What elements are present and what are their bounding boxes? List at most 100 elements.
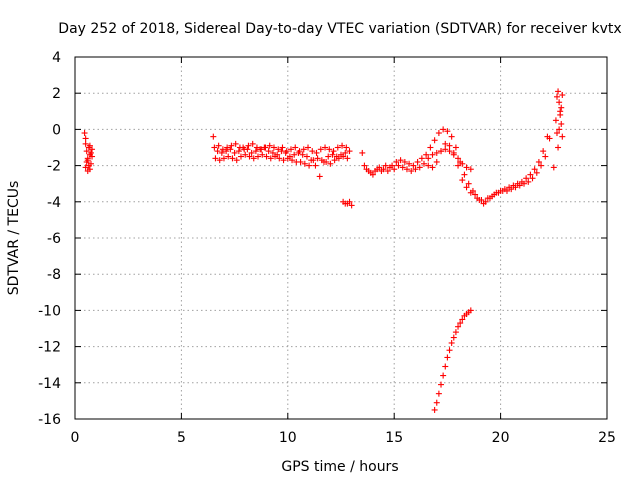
x-tick-label: 20 [492, 430, 510, 446]
data-point [540, 148, 547, 155]
data-point [386, 164, 393, 171]
data-point [346, 198, 353, 205]
data-point [467, 166, 474, 173]
data-point [255, 153, 262, 160]
data-point [440, 126, 447, 133]
data-point [472, 191, 479, 198]
y-tick-label: -16 [38, 412, 61, 428]
data-point [440, 372, 447, 379]
y-tick-label: -8 [47, 267, 61, 283]
data-point [435, 130, 442, 137]
data-point [558, 104, 565, 111]
y-tick-label: -14 [38, 376, 61, 392]
data-point [444, 128, 451, 135]
data-point [442, 140, 449, 147]
data-point [316, 173, 323, 180]
data-point [278, 148, 285, 155]
data-point [318, 157, 325, 164]
data-point [265, 148, 272, 155]
data-series-sdtvar [81, 88, 566, 413]
data-point [423, 151, 430, 158]
data-point [446, 142, 453, 149]
data-point [299, 151, 306, 158]
data-point [459, 160, 466, 167]
data-point [280, 157, 287, 164]
data-point [514, 180, 521, 187]
data-point [395, 162, 402, 169]
data-point [518, 178, 525, 185]
data-point [399, 164, 406, 171]
data-point [433, 399, 440, 406]
data-point [233, 157, 240, 164]
data-point [459, 316, 466, 323]
data-point [533, 169, 540, 176]
data-point [89, 153, 96, 160]
data-point [250, 155, 257, 162]
data-point [245, 142, 252, 149]
data-point [378, 168, 385, 175]
data-point [235, 148, 242, 155]
data-point [346, 148, 353, 155]
data-point [420, 160, 427, 167]
data-point [237, 153, 244, 160]
y-tick-label: 0 [52, 122, 61, 138]
y-tick-label: 4 [52, 50, 61, 66]
data-point [416, 164, 423, 171]
data-point [259, 151, 266, 158]
data-point [296, 148, 303, 155]
data-point [429, 164, 436, 171]
data-point [81, 130, 88, 137]
data-point [506, 184, 513, 191]
data-point [442, 363, 449, 370]
data-point [228, 142, 235, 149]
data-point [82, 164, 89, 171]
data-point [493, 189, 500, 196]
data-point [531, 166, 538, 173]
data-point [325, 153, 332, 160]
data-point [538, 162, 545, 169]
data-point [555, 88, 562, 95]
data-point [218, 149, 225, 156]
data-point [553, 93, 560, 100]
data-point [550, 164, 557, 171]
data-point [558, 120, 565, 127]
data-point [438, 381, 445, 388]
data-point [236, 144, 243, 151]
data-point [211, 144, 218, 151]
data-point [86, 142, 93, 149]
y-tick-label: -2 [47, 159, 61, 175]
data-point [312, 162, 319, 169]
data-point [301, 160, 308, 167]
data-point [279, 144, 286, 151]
data-point [359, 149, 366, 156]
data-point [444, 354, 451, 361]
y-tick-label: -12 [38, 340, 61, 356]
data-point [283, 148, 290, 155]
data-point [501, 186, 508, 193]
data-point [425, 162, 432, 169]
data-point [476, 196, 483, 203]
data-point [86, 166, 93, 173]
data-point [84, 157, 91, 164]
data-point [393, 158, 400, 165]
data-point [412, 166, 419, 173]
y-tick-label: -6 [47, 231, 61, 247]
data-point [397, 157, 404, 164]
data-point [463, 184, 470, 191]
data-point [527, 171, 534, 178]
data-point [314, 155, 321, 162]
data-point [448, 133, 455, 140]
data-point [365, 168, 372, 175]
data-point [223, 148, 230, 155]
data-point [229, 155, 236, 162]
data-point [242, 151, 249, 158]
data-point [429, 151, 436, 158]
data-point [484, 195, 491, 202]
data-point [510, 182, 517, 189]
data-point [227, 146, 234, 153]
data-point [89, 146, 96, 153]
data-point [442, 146, 449, 153]
data-point [431, 406, 438, 413]
data-point [435, 390, 442, 397]
data-point [343, 144, 350, 151]
